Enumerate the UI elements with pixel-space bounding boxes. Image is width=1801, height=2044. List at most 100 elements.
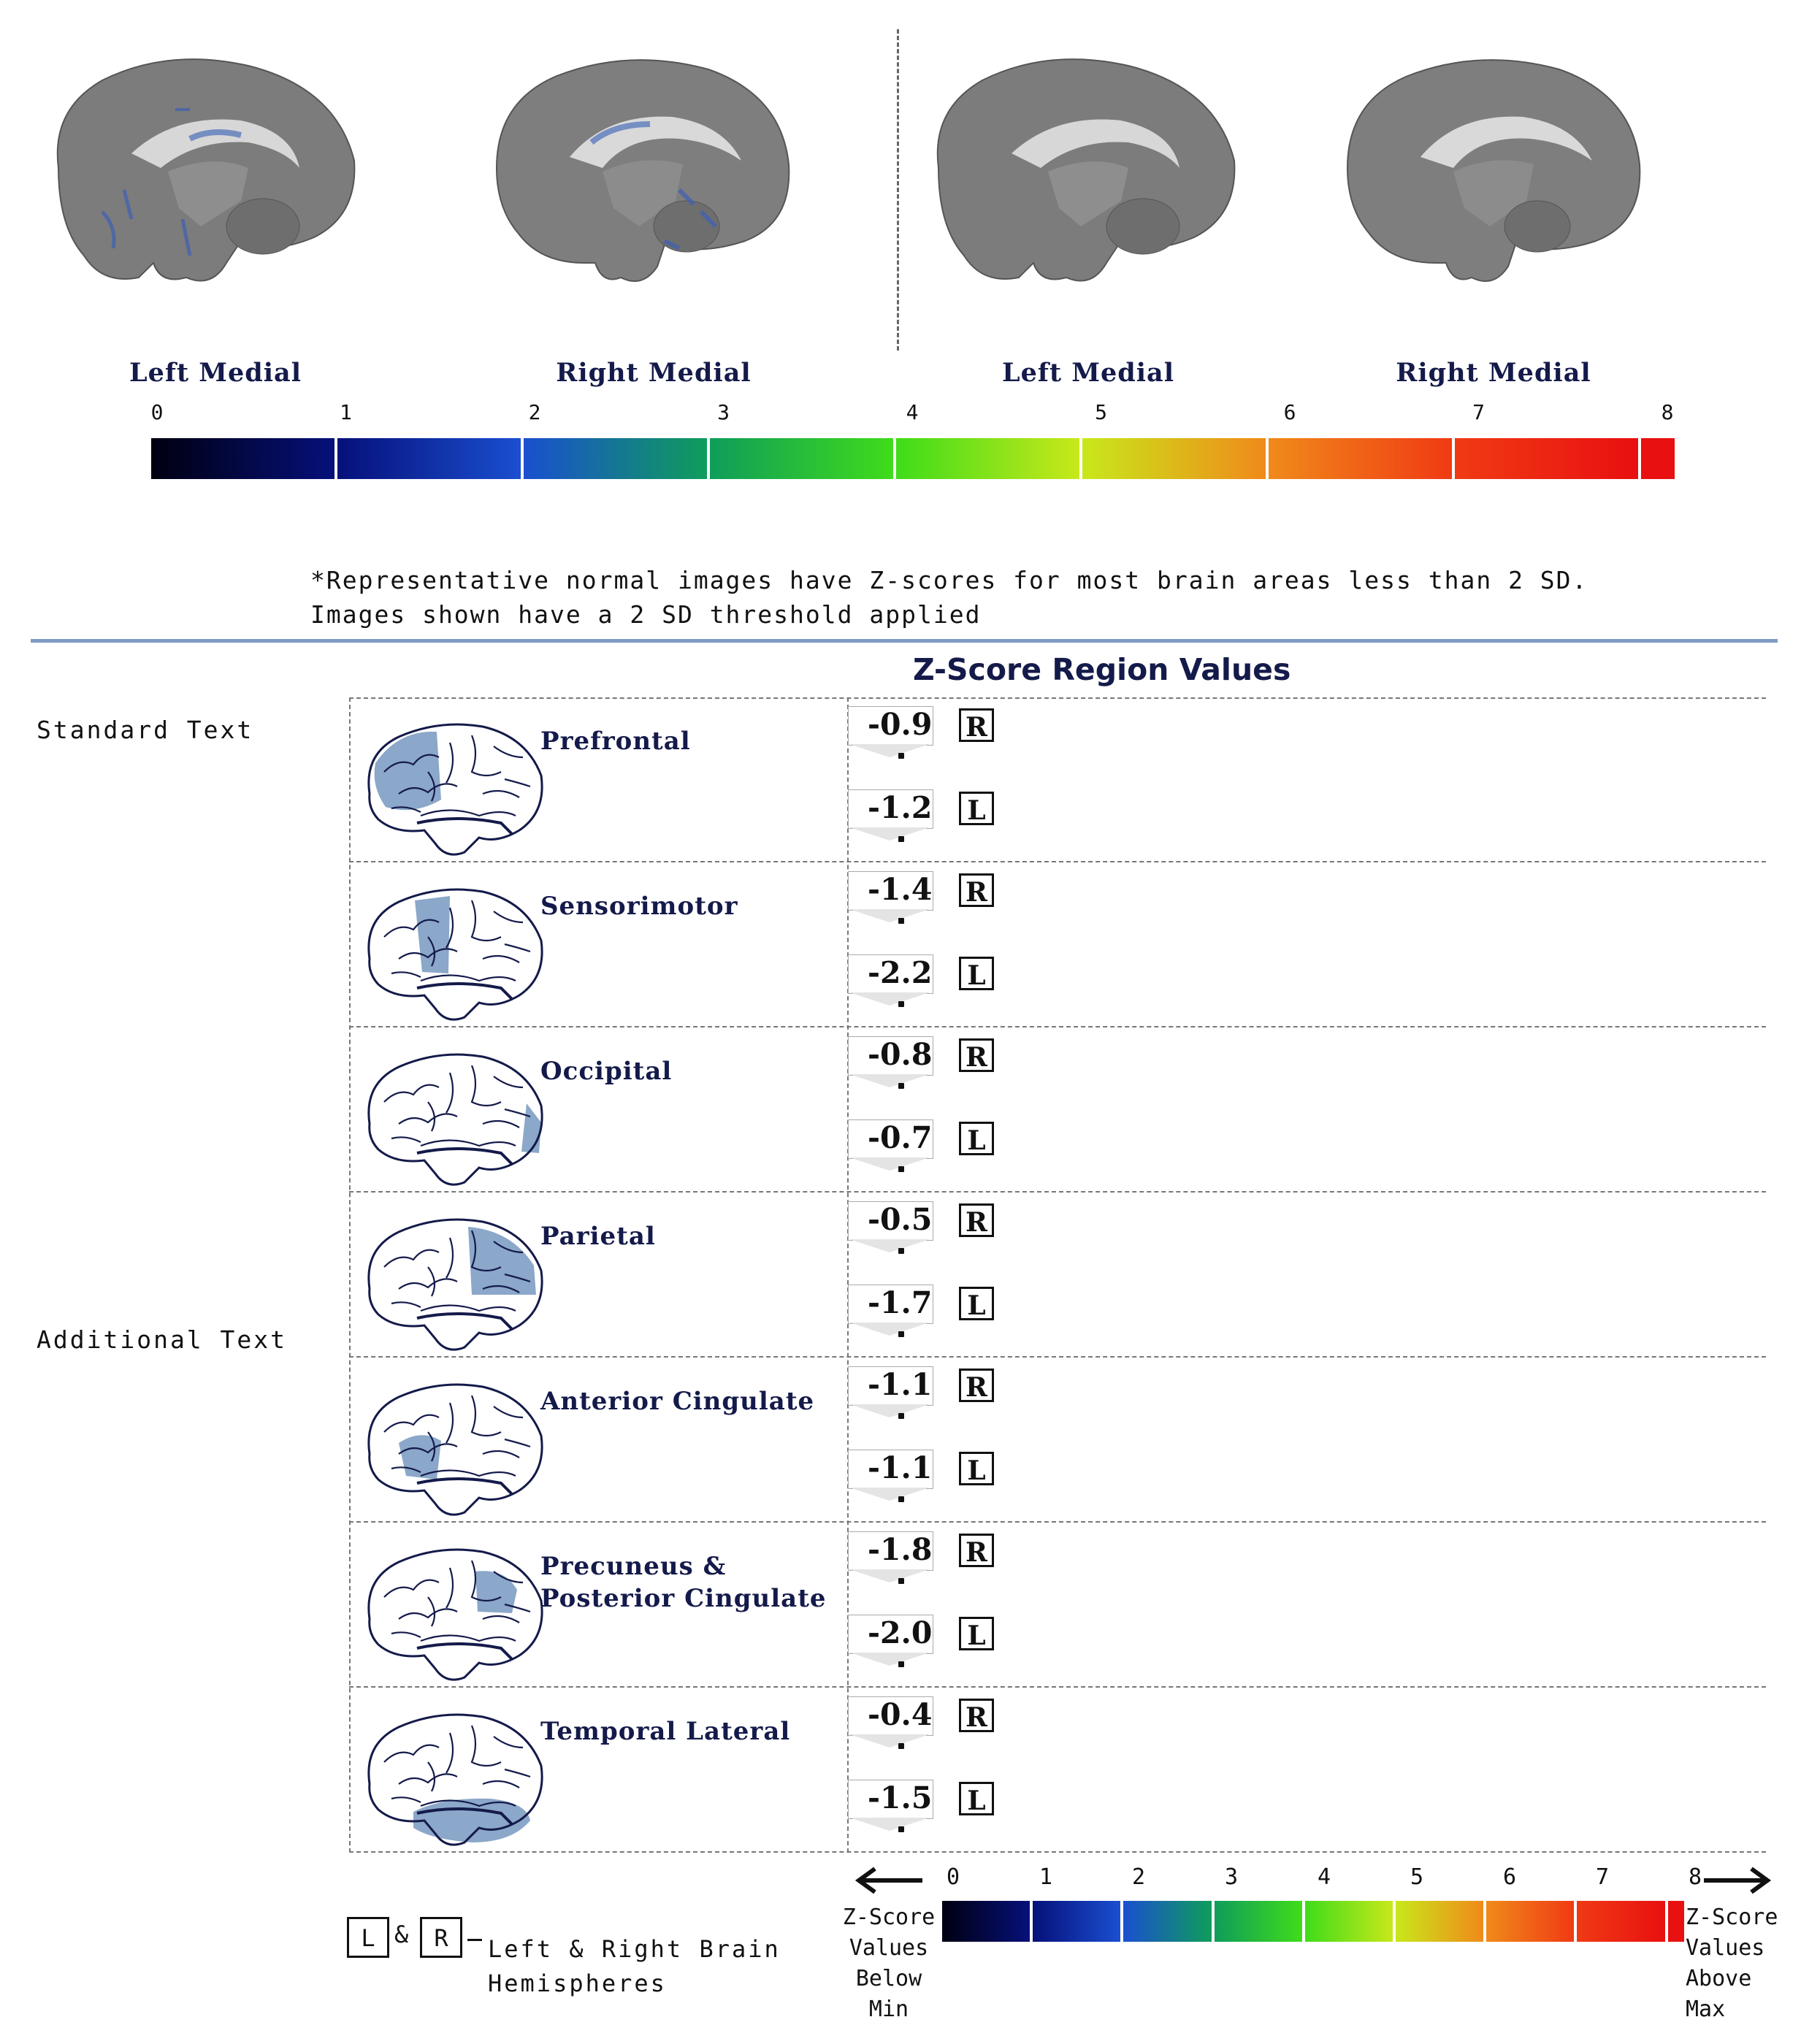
scale-segment <box>1214 1901 1305 1942</box>
row-divider <box>349 861 1766 862</box>
scale-tick-label: 3 <box>717 400 730 424</box>
scale-segment <box>1082 438 1269 479</box>
value-pointer-icon <box>849 992 930 1006</box>
caption-line: Values <box>849 1935 929 1961</box>
label-right-medial-1: Right Medial <box>556 358 752 388</box>
brain-image-left-medial-2 <box>936 58 1236 282</box>
scale-tick-label: 3 <box>1224 1864 1239 1890</box>
hemisphere-badge-left: L <box>959 1617 994 1651</box>
zscore-value-right: -1.4 <box>868 872 933 907</box>
zscore-value-right: -0.9 <box>868 707 933 742</box>
zscore-value-box-right <box>848 706 933 746</box>
scale-segment <box>896 438 1083 479</box>
value-pointer-icon <box>849 909 930 922</box>
zscore-value-right: -1.1 <box>868 1367 933 1402</box>
scale-tick-label: 6 <box>1283 400 1296 424</box>
value-marker-dot <box>898 1001 904 1007</box>
region-name: Posterior Cingulate <box>540 1584 827 1613</box>
zscore-value-right: -0.4 <box>868 1697 933 1732</box>
value-marker-dot <box>898 1413 904 1419</box>
value-pointer-icon <box>849 1404 930 1417</box>
hemisphere-badge-left: L <box>959 1287 994 1321</box>
region-brain-icon <box>367 1548 543 1681</box>
zscore-value-box-left <box>848 954 933 994</box>
bottom-scale-bar <box>942 1901 1684 1942</box>
note-line-1: *Representative normal images have Z-sco… <box>310 566 1588 594</box>
scale-segment <box>942 1901 1033 1942</box>
region-brain-icon <box>367 723 543 856</box>
scale-segment <box>1304 1901 1396 1942</box>
zscore-value-box-right <box>848 871 933 911</box>
region-row: Temporal Lateral -0.4 R -1.5 L <box>349 1688 1766 1853</box>
value-marker-dot <box>898 1248 904 1254</box>
hemisphere-badge-left: L <box>959 1452 994 1486</box>
region-name: Occipital <box>540 1057 673 1086</box>
arrow-left-icon <box>854 1867 922 1894</box>
value-marker-dot <box>898 1578 904 1584</box>
legend-arrow-icon <box>467 1939 482 1941</box>
hemisphere-badge-left: L <box>959 1782 994 1816</box>
hemisphere-badge-right: R <box>959 873 994 908</box>
zscore-value-right: -0.8 <box>868 1037 933 1072</box>
scale-segment <box>524 438 711 479</box>
region-brain-icon <box>367 888 543 1021</box>
table-mid-border <box>847 697 849 1853</box>
section-title: Z-Score Region Values <box>913 652 1291 687</box>
value-marker-dot <box>898 1496 904 1502</box>
scale-tick-label: 2 <box>1131 1864 1146 1890</box>
additional-text-label: Additional Text <box>37 1325 288 1354</box>
value-pointer-icon <box>849 1323 930 1336</box>
zscore-value-left: -1.5 <box>868 1780 933 1815</box>
scale-segment <box>1123 1901 1215 1942</box>
zscore-value-left: -2.2 <box>868 955 933 990</box>
scale-segment <box>710 438 897 479</box>
scale-segment <box>1269 438 1456 479</box>
value-marker-dot <box>898 1743 904 1749</box>
region-name: Sensorimotor <box>540 892 738 921</box>
label-left-medial-1: Left Medial <box>129 358 302 388</box>
row-divider <box>349 1026 1766 1027</box>
zscore-value-left: -1.7 <box>868 1285 933 1320</box>
caption-line: Max <box>1686 1997 1726 2022</box>
caption-line: Min <box>868 1997 909 2022</box>
zscore-value-box-left <box>848 1285 933 1324</box>
zscore-value-right: -0.5 <box>868 1202 933 1237</box>
legend-right-box: R <box>420 1917 462 1958</box>
zscore-value-box-left <box>848 789 933 829</box>
brain-image-right-medial-1 <box>495 59 790 282</box>
value-marker-dot <box>898 1166 904 1172</box>
row-divider <box>349 1356 1766 1358</box>
value-marker-dot <box>898 1661 904 1667</box>
region-row: Occipital -0.8 R -0.7 L <box>349 1027 1766 1193</box>
scale-segment <box>1033 1901 1124 1942</box>
section-rule <box>31 639 1778 643</box>
hemisphere-badge-left: L <box>959 1122 994 1156</box>
zscore-value-box-left <box>848 1119 933 1159</box>
top-scale-bar <box>151 438 1675 479</box>
caption-line: Z-Score <box>842 1905 936 1930</box>
legend-text-line-2: Hemispheres <box>488 1970 667 1997</box>
value-pointer-icon <box>849 1239 930 1252</box>
region-name: Precuneus & <box>540 1552 727 1581</box>
value-pointer-icon <box>849 1488 930 1501</box>
value-marker-dot <box>898 836 904 842</box>
scale-tick-label: 8 <box>1688 1864 1702 1890</box>
caption-line: Below <box>855 1966 922 1991</box>
table-left-border <box>349 697 351 1853</box>
scale-tick-label: 2 <box>528 400 541 424</box>
value-pointer-icon <box>849 1734 930 1748</box>
hemisphere-badge-right: R <box>959 1369 994 1403</box>
arrow-right-icon <box>1704 1867 1772 1894</box>
value-pointer-icon <box>849 827 930 841</box>
zscore-value-left: -1.2 <box>868 790 933 825</box>
scale-segment <box>1455 438 1642 479</box>
zscore-value-box-right <box>848 1531 933 1571</box>
zscore-value-box-left <box>848 1450 933 1489</box>
value-marker-dot <box>898 1331 904 1337</box>
caption-line: Values <box>1686 1935 1765 1961</box>
above-max-caption: Z-Score Values Above Max <box>1686 1902 1781 2025</box>
hemisphere-badge-left: L <box>959 957 994 991</box>
scale-tick-label: 1 <box>340 400 352 424</box>
value-pointer-icon <box>849 1074 930 1087</box>
value-pointer-icon <box>849 1818 930 1831</box>
